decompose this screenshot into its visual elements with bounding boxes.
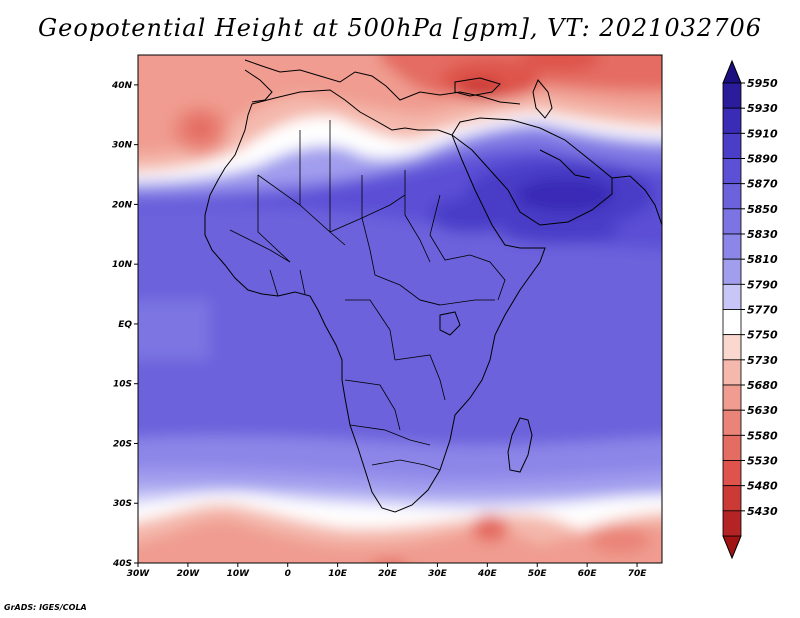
colorbar: 5950 5930 5910 5890 5870 5850 5830 5810 5790 5770… — [722, 59, 778, 560]
colorbar-label: 5830 — [747, 228, 778, 241]
colorbar-label: 5480 — [747, 480, 778, 493]
lon-label: 70E — [628, 569, 648, 579]
coastlines — [204, 59, 662, 513]
colorbar-label: 5870 — [747, 178, 778, 191]
africa-coastline — [204, 89, 546, 513]
lake-victoria — [439, 311, 461, 336]
lat-label: 30N — [112, 141, 133, 151]
lat-label: 20S — [113, 439, 132, 449]
lon-label: 20E — [378, 569, 398, 579]
madagascar-coastline — [507, 417, 533, 473]
lat-label: 30S — [113, 499, 132, 509]
colorbar-label: 5530 — [747, 455, 778, 468]
grads-credit: GrADS: IGES/COLA — [4, 603, 87, 612]
colorbar-swatch — [722, 183, 742, 210]
colorbar-label: 5950 — [747, 77, 778, 90]
colorbar-swatch — [722, 359, 742, 386]
lon-label: 10W — [227, 569, 251, 579]
colorbar-label: 5750 — [747, 329, 778, 342]
india-coastline — [611, 175, 662, 226]
colorbar-swatch — [722, 208, 742, 235]
lon-label: 50E — [528, 569, 548, 579]
lon-label: 10E — [328, 569, 348, 579]
lat-label: EQ — [118, 320, 132, 330]
chart-title: Geopotential Height at 500hPa [gpm], VT:… — [38, 14, 762, 42]
colorbar-top-arrow — [722, 59, 742, 84]
colorbar-label: 5680 — [747, 379, 778, 392]
colorbar-swatch — [722, 233, 742, 260]
lon-label: 0 — [285, 569, 291, 579]
height-field — [138, 55, 662, 563]
colorbar-label: 5730 — [747, 354, 778, 367]
colorbar-label: 5930 — [747, 102, 778, 115]
colorbar-bottom-arrow — [722, 535, 742, 560]
arabia-coastline — [451, 117, 613, 226]
lon-label: 30E — [428, 569, 448, 579]
lat-label: 40N — [111, 81, 133, 91]
colorbar-label: 5430 — [747, 505, 778, 518]
colorbar-swatch — [722, 409, 742, 436]
longitude-axis: 30W 20W 10W 0 10E 20E 30E 40E 50E 60E 70E — [127, 563, 647, 579]
lon-label: 40E — [477, 569, 498, 579]
black-sea — [454, 77, 501, 97]
colorbar-label: 5890 — [747, 153, 778, 166]
colorbar-swatch — [722, 384, 742, 411]
colorbar-swatch — [722, 82, 742, 109]
country-borders — [229, 120, 506, 471]
colorbar-label: 5910 — [747, 127, 778, 140]
colorbar-swatch — [722, 334, 742, 361]
lat-label: 40S — [112, 559, 132, 569]
lat-label: 20N — [112, 200, 133, 210]
lon-label: 30W — [127, 569, 151, 579]
colorbar-label: 5770 — [747, 304, 778, 317]
lat-label: 10N — [112, 260, 133, 270]
lat-label: 10S — [113, 380, 132, 390]
colorbar-label: 5810 — [747, 253, 778, 266]
map-frame — [137, 54, 663, 564]
latitude-axis: 40N 30N 20N 10N EQ 10S 20S 30S 40S — [111, 81, 138, 569]
colorbar-label: 5630 — [747, 404, 778, 417]
colorbar-swatch — [722, 460, 742, 487]
colorbar-label: 5850 — [747, 203, 778, 216]
colorbar-swatch — [722, 434, 742, 461]
persian-gulf — [539, 149, 591, 179]
colorbar-swatch — [722, 510, 742, 537]
europe-coastline — [244, 59, 521, 105]
colorbar-label: 5580 — [747, 429, 778, 442]
caspian — [532, 79, 553, 119]
lon-label: 20W — [177, 569, 201, 579]
europe-coastline-2 — [244, 69, 273, 103]
colorbar-swatch — [722, 485, 742, 512]
lon-label: 60E — [578, 569, 598, 579]
colorbar-swatch — [722, 107, 742, 134]
colorbar-swatch — [722, 132, 742, 159]
colorbar-swatch — [722, 258, 742, 285]
colorbar-label: 5790 — [747, 278, 778, 291]
colorbar-swatch — [722, 309, 742, 336]
colorbar-swatch — [722, 158, 742, 185]
colorbar-swatch — [722, 283, 742, 310]
